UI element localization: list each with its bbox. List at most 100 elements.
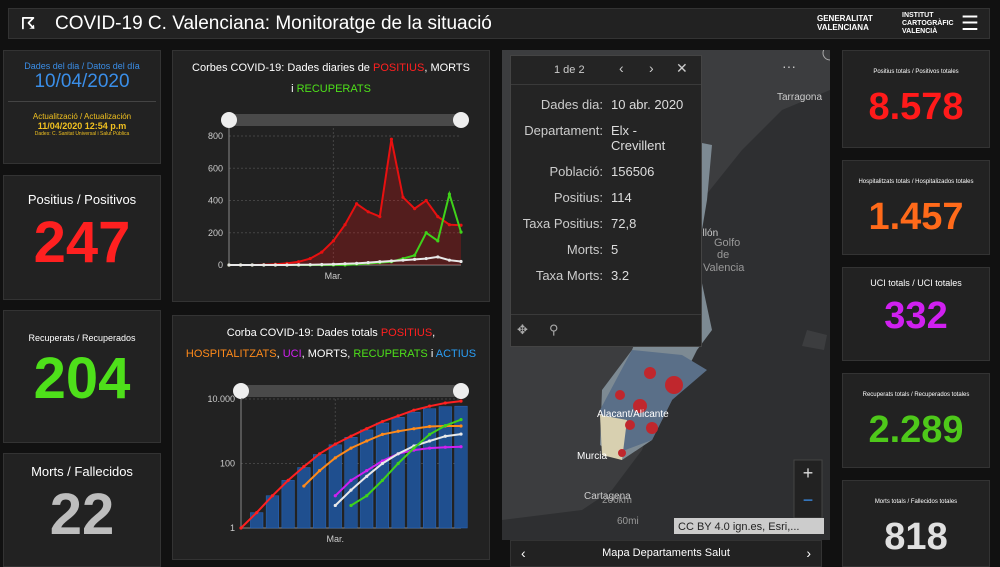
chart-title: Corba COVID-19: Dades totals POSITIUS, [227,327,435,339]
stat-value: 2.289 [868,409,964,451]
point [262,263,266,267]
point [401,195,405,199]
popup-tools: ✥ ⚲ [511,314,701,346]
stat-value: 1.457 [868,196,964,238]
point [389,259,393,263]
popup-row: Dades dia: 10 abr. 2020 [511,97,701,112]
stat-value: 247 [33,210,131,275]
point [459,445,463,449]
point [365,439,369,443]
point [412,446,416,450]
title-part: POSITIUS [373,62,424,74]
point [413,257,417,261]
point [302,465,306,469]
x-tick-label: Mar. [325,271,343,281]
zoom-in[interactable]: + [803,463,814,483]
slider-handle [453,383,469,399]
point [443,423,447,428]
chart-panel: Corbes COVID-19: Dades diaries de POSITI… [172,50,490,302]
popup-value: 3.2 [611,268,630,283]
title-part: , [432,327,435,339]
date: 10/04/2020 [34,71,130,92]
zoom-out[interactable]: − [803,490,814,510]
pager: 1 de 2 [554,64,585,76]
logo-icv: INSTITUT CARTOGRÀFIC VALENCIÀ [902,12,954,36]
stat-label: Morts / Fallecidos [31,464,133,479]
point [365,427,369,431]
stat-value: 204 [33,346,131,411]
popup-value: 114 [611,190,632,205]
point [343,223,347,227]
title-part: Corba COVID-19: Dades totals [227,327,381,339]
point [459,230,463,234]
move-tool[interactable]: ✥ [517,322,528,337]
y-tick-label: 0 [218,260,223,270]
point [459,259,463,264]
point [436,239,440,243]
y-tick-label: 100 [220,459,235,469]
point [413,206,417,211]
title-part: HOSPITALITZATS [186,348,277,360]
prev[interactable]: ‹ [619,60,624,76]
menu-button[interactable]: ☰ [961,13,979,35]
stat-label: Positius / Positivos [27,192,137,207]
popup-header: 1 de 2 ‹ › ✕ [511,56,701,85]
popup-key: Taxa Positius: [522,216,603,231]
zoom-tool[interactable]: ⚲ [549,322,559,337]
point [333,503,337,508]
range-slider [241,385,461,397]
chart-panel: Corba COVID-19: Dades totals POSITIUS, HO… [172,315,490,560]
map-label: Cartagena [584,491,631,502]
point [285,263,289,267]
popup-value: 72,8 [611,216,637,231]
point [239,263,243,267]
stat-label: Positius totals / Positivos totales [873,69,959,75]
prev[interactable]: ‹ [521,545,526,561]
point [349,478,353,482]
popup-row: Morts: 5 [511,242,701,257]
point [227,263,231,267]
date-panel: Dades del dia / Datos del día 10/04/2020… [3,50,161,164]
attribution-bg [674,518,824,534]
point [380,419,385,424]
y-tick-label: 800 [208,131,223,141]
point [447,258,451,262]
close[interactable]: ✕ [676,60,688,76]
y-tick-label: 400 [208,196,223,206]
slider-handle [453,112,469,128]
point [333,442,337,446]
next[interactable]: › [649,60,654,76]
stat-card: Morts / Fallecidos 22 [3,453,161,567]
point [380,478,385,482]
expand-button[interactable] [822,50,830,61]
map-label: de [717,249,729,261]
stat-label: Recuperats / Recuperados [28,333,136,343]
more-button[interactable]: ··· [782,58,796,74]
stat-value: 8.578 [868,86,964,128]
point [349,434,353,438]
scale-label: 60mi [617,516,639,527]
point [427,439,432,443]
point [380,461,385,466]
point [447,192,451,196]
point [378,260,382,264]
point [317,469,322,473]
next[interactable]: › [806,545,811,561]
update-label: Actualització / Actualización [32,112,132,121]
popup-value: 5 [611,242,619,257]
point [239,526,243,530]
chart: Corbes COVID-19: Dades diaries de POSITI… [192,62,470,281]
chart-title: Corbes COVID-19: Dades diaries de POSITI… [192,62,470,74]
point [349,446,353,450]
title-part: , MORTS [424,62,470,74]
point [270,494,275,498]
x-tick-label: Mar. [327,534,345,544]
stat-card: Positius totals / Positivos totales 8.578 [842,50,990,148]
stat-card: Morts totals / Fallecidos totales 818 [842,480,990,567]
range-slider [229,114,461,126]
logo-text: GENERALITAT [817,14,873,23]
popup-key: Departament: [524,123,603,138]
point [412,427,416,431]
page-title: COVID-19 C. Valenciana: Monitoratge de l… [55,13,492,34]
